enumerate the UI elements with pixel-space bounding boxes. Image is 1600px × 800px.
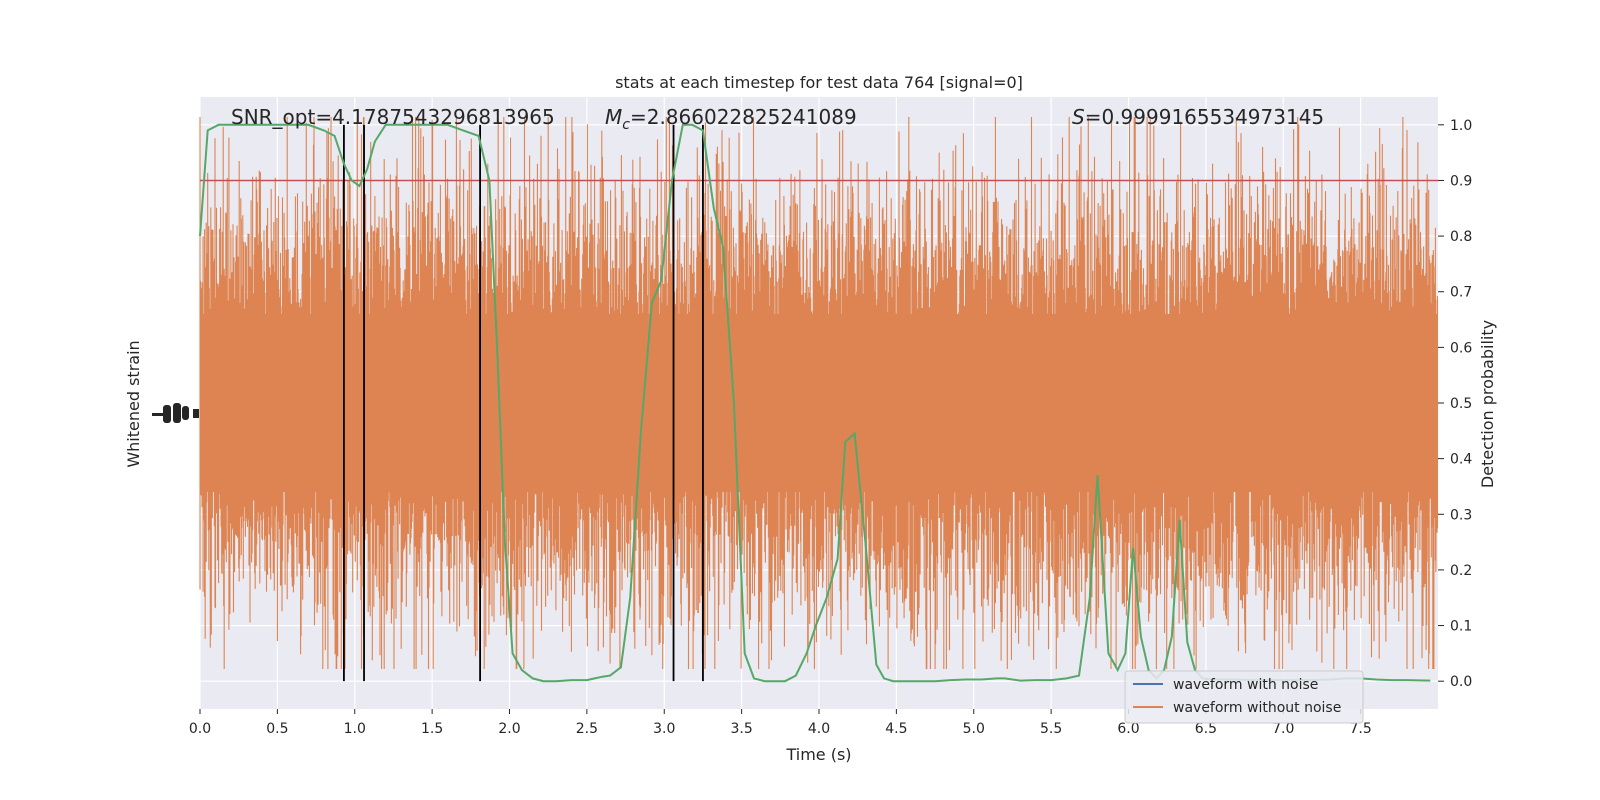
detection-probability-line: [199, 123, 1431, 683]
x-ticks: 0.0 0.5 1.0 1.5 2.0 2.5 3.0 3.5 4.0 4.5 5.0 5.5 6.0 6…: [189, 709, 1372, 737]
strain-series: [199, 117, 1439, 669]
y-tick-label: 0.0: [1450, 674, 1472, 690]
vertical-markers: [343, 124, 704, 682]
x-tick-label: 0.5: [266, 721, 288, 737]
strain-core-band: [200, 313, 1438, 493]
legend: waveform with noise waveform without noi…: [1124, 670, 1364, 724]
detection-probability-series: [199, 123, 1431, 683]
x-tick-label: 2.0: [498, 721, 520, 737]
x-tick-label: 3.0: [653, 721, 675, 737]
chirp-mass-annotation: Mc=2.866022825241089: [605, 105, 857, 133]
y-tick-label: 0.9: [1450, 173, 1472, 189]
y-tick-label: 0.4: [1450, 452, 1472, 468]
snr-annotation: SNR_opt=4.1787543296813965: [231, 105, 555, 129]
x-tick-label: 3.5: [730, 721, 752, 737]
x-tick-label: 4.5: [885, 721, 907, 737]
y-tick-label: 0.5: [1450, 396, 1472, 412]
x-tick-label: 4.0: [808, 721, 830, 737]
legend-label-noise: waveform with noise: [1173, 677, 1318, 693]
x-tick-label: 5.5: [1040, 721, 1062, 737]
chart-title: stats at each timestep for test data 764…: [615, 73, 1023, 92]
x-tick-label: 2.5: [576, 721, 598, 737]
x-tick-label: 0.0: [189, 721, 211, 737]
left-axis-overlapped-ticks: [152, 403, 199, 423]
x-tick-label: 1.5: [421, 721, 443, 737]
x-tick-label: 6.0: [1117, 721, 1139, 737]
x-tick-label: 6.5: [1195, 721, 1217, 737]
x-tick-label: 5.0: [963, 721, 985, 737]
y-tick-label: 1.0: [1450, 118, 1472, 134]
x-tick-label: 7.0: [1272, 721, 1294, 737]
y-right-axis-label: Detection probability: [1478, 320, 1497, 488]
y-tick-label: 0.2: [1450, 563, 1472, 579]
y-tick-label: 0.7: [1450, 285, 1472, 301]
y-right-ticks: 0.0 0.1 0.2 0.3 0.4 0.5 0.6 0.7 0.8 0.9 1.0: [1438, 118, 1472, 690]
y-left-axis-label: Whitened strain: [124, 340, 143, 467]
y-tick-label: 0.3: [1450, 507, 1472, 523]
x-tick-label: 7.5: [1349, 721, 1371, 737]
score-annotation: S=0.9999165534973145: [1072, 105, 1324, 129]
legend-label-clean: waveform without noise: [1173, 700, 1341, 716]
y-tick-label: 0.1: [1450, 619, 1472, 635]
y-tick-label: 0.6: [1450, 340, 1472, 356]
x-tick-label: 1.0: [344, 721, 366, 737]
y-tick-label: 0.8: [1450, 229, 1472, 245]
x-axis-label: Time (s): [785, 745, 851, 764]
